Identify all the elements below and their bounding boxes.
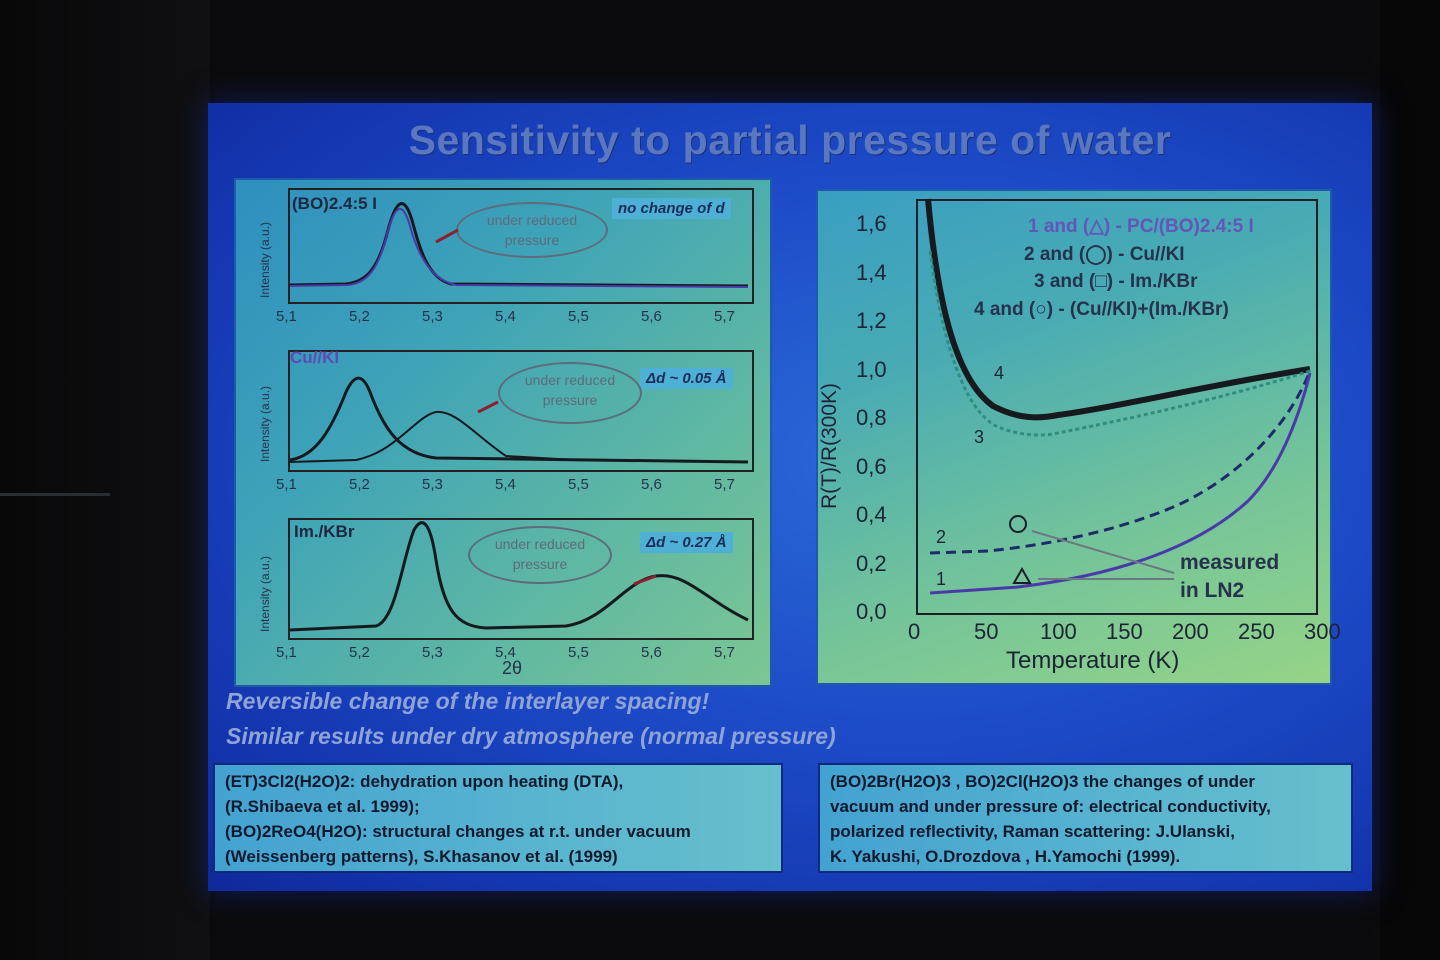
xrd-plot-2-x-tick: 5,4 [495, 476, 516, 493]
rt-y-tick: 1,0 [856, 356, 887, 382]
slide-title: Sensitivity to partial pressure of water [408, 117, 1172, 163]
rt-x-tick: 0 [908, 619, 921, 644]
rt-x-tick: 100 [1040, 619, 1077, 644]
rt-curve-2 [929, 370, 1312, 555]
room-right-dark [1380, 0, 1440, 960]
xrd-plot-1-x-tick: 5,1 [276, 308, 297, 325]
rt-y-tick: 0,0 [856, 599, 887, 624]
xrd-plot-1-label: (BO)2.4:5 I [292, 194, 378, 213]
xrd-plot-2-x-tick: 5,1 [276, 476, 297, 493]
rt-measured-note: measured in LN2 [1180, 551, 1280, 602]
xrd-plot-2-badge: Δd ~ 0.05 Å [640, 368, 733, 389]
rt-y-tick: 0,2 [856, 550, 887, 576]
rt-x-tick: 300 [1304, 619, 1341, 644]
rt-curve-4 [925, 198, 1311, 421]
rt-marker-circle [1009, 515, 1027, 533]
statement-dry-atmosphere: Similar results under dry atmosphere (no… [226, 723, 836, 749]
rt-y-tick: 1,2 [856, 308, 887, 333]
xrd-plot-2-x-tick: 5,7 [714, 476, 735, 493]
room-wall-line [0, 493, 110, 496]
rt-marker-triangle [1012, 566, 1032, 584]
xrd-plot-2-curve-reduced [289, 410, 749, 463]
rt-legend-1: 1 and (△) - PC/(BO)2.4:5 I [1028, 216, 1254, 237]
xrd-plot-1-x-tick: 5,5 [568, 308, 589, 325]
ref-left-line-3: (BO)2ReO4(H2O): structural changes at r.… [225, 822, 691, 841]
rt-x-tick: 250 [1238, 619, 1275, 644]
xrd-plot-1-x-tick: 5,2 [349, 308, 370, 325]
xrd-plot-2-x-tick: 5,6 [641, 476, 662, 493]
xrd-plot-3 [288, 518, 754, 640]
xrd-plot-1-x-tick: 5,3 [422, 308, 443, 325]
ref-right-line-2: vacuum and under pressure of: electrical… [830, 797, 1271, 816]
rt-plot-frame [916, 199, 1318, 615]
ref-left-line-4: (Weissenberg patterns), S.Khasanov et al… [225, 847, 618, 866]
xrd-plot-1-badge: no change of d [612, 198, 731, 219]
rt-y-tick: 0,6 [856, 453, 887, 479]
xrd-plot-2-note: under reduced pressure [498, 362, 642, 424]
xrd-plot-2 [288, 350, 754, 472]
rt-curve-label-1: 1 [936, 569, 947, 589]
rt-note-leader-2 [1031, 530, 1175, 574]
xrd-plot-3-curve [289, 521, 749, 632]
xrd-x-axis-label: 2θ [502, 658, 523, 678]
rt-curve-label-3: 3 [974, 427, 985, 447]
xrd-plot-1-note: under reduced pressure [456, 202, 608, 258]
ref-left-line-2: (R.Shibaeva et al. 1999); [225, 797, 420, 816]
xrd-plot-2-arrow [477, 400, 499, 414]
xrd-plot-2-x-tick: 5,2 [349, 476, 370, 493]
xrd-plot-2-curve [289, 376, 749, 464]
rt-panel: R(T)/R(300K) Temperature (K) 0,0 0,2 0,4 0,… [816, 189, 1341, 685]
xrd-plot-1-arrow [435, 228, 459, 244]
xrd-plot-1-x-tick: 5,4 [495, 308, 516, 325]
rt-y-tick: 1,4 [856, 259, 887, 285]
xrd-plot-3-x-tick: 5,1 [276, 644, 297, 661]
ref-right-line-4: K. Yakushi, O.Drozdova , H.Yamochi (1999… [830, 847, 1181, 866]
statement-reversible: Reversible change of the interlayer spac… [226, 688, 710, 714]
rt-curves [925, 198, 1312, 595]
xrd-plot-3-badge: Δd ~ 0.27 Å [640, 532, 733, 553]
ref-left-line-1: (ET)3Cl2(H2O)2: dehydration upon heating… [225, 772, 624, 791]
rt-curve-3 [928, 250, 1311, 437]
xrd-plot-3-x-tick: 5,2 [349, 644, 370, 661]
xrd-plot-3-note: under reduced pressure [468, 526, 612, 584]
xrd-plot-2-x-tick: 5,5 [568, 476, 589, 493]
rt-x-tick: 200 [1172, 619, 1209, 644]
rt-x-axis-label: Temperature (K) [1006, 647, 1180, 674]
ref-right-line-1: (BO)2Br(H2O)3 , BO)2Cl(H2O)3 the changes… [830, 772, 1256, 791]
xrd-plot-1-x-tick: 5,7 [714, 308, 735, 325]
xrd-plot-3-x-tick: 5,7 [714, 644, 735, 661]
xrd-plot-3-x-tick: 5,3 [422, 644, 443, 661]
rt-curve-1 [929, 372, 1312, 595]
xrd-plot-3-label: Im./KBr [294, 522, 355, 541]
rt-legend-2: 2 and (◯) - Cu//KI [1024, 244, 1185, 265]
xrd-plot-2-x-tick: 5,3 [422, 476, 443, 493]
rt-curve-label-4: 4 [994, 363, 1005, 383]
rt-x-tick: 50 [974, 619, 999, 644]
rt-curve-label-2: 2 [936, 527, 947, 547]
xrd-plot-1 [288, 188, 754, 304]
reference-box-left: (ET)3Cl2(H2O)2: dehydration upon heating… [213, 763, 783, 873]
xrd-plot-3-x-tick: 5,5 [568, 644, 589, 661]
room-left-dark [0, 0, 210, 960]
rt-y-tick: 1,6 [856, 211, 887, 236]
rt-y-tick: 0,4 [856, 502, 887, 527]
xrd-panel: (BO)2.4:5 I no change of d under reduced… [234, 178, 772, 687]
xrd-curves [289, 202, 749, 632]
xrd-plot-2-label: Cu//KI [290, 348, 340, 367]
rt-legend-3: 3 and (□) - Im./KBr [1034, 271, 1198, 292]
projected-slide: Sensitivity to partial pressure of water… [208, 103, 1372, 891]
reference-box-right: (BO)2Br(H2O)3 , BO)2Cl(H2O)3 the changes… [818, 763, 1353, 873]
xrd-plot-1-curve-reduced [289, 207, 749, 288]
xrd-plot-3-arrow [633, 574, 657, 586]
rt-x-tick: 150 [1106, 619, 1143, 644]
xrd-plot-3-x-tick: 5,6 [641, 644, 662, 661]
ref-right-line-3: polarized reflectivity, Raman scattering… [830, 822, 1235, 841]
xrd-plot-1-curve [289, 202, 749, 288]
rt-y-tick: 0,8 [856, 405, 887, 430]
xrd-plot-1-x-tick: 5,6 [641, 308, 662, 325]
xrd-plot-3-x-tick: 5,4 [495, 644, 516, 661]
rt-legend-4: 4 and (○) - (Cu//KI)+(Im./KBr) [974, 299, 1229, 320]
